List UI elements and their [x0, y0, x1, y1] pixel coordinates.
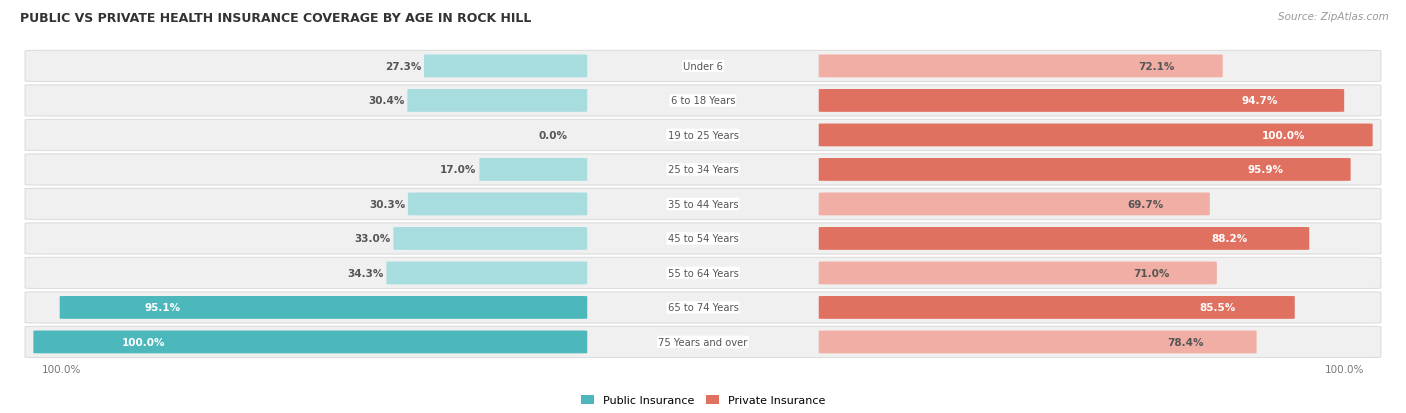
Text: 30.4%: 30.4% [368, 96, 405, 106]
Text: 100.0%: 100.0% [1263, 131, 1306, 140]
FancyBboxPatch shape [25, 120, 1381, 151]
Text: 95.1%: 95.1% [145, 303, 181, 313]
FancyBboxPatch shape [818, 124, 1372, 147]
FancyBboxPatch shape [25, 258, 1381, 289]
FancyBboxPatch shape [25, 154, 1381, 185]
FancyBboxPatch shape [479, 159, 588, 181]
Text: 100.0%: 100.0% [1324, 364, 1364, 375]
Text: 17.0%: 17.0% [440, 165, 477, 175]
FancyBboxPatch shape [59, 296, 588, 319]
Text: 69.7%: 69.7% [1128, 199, 1164, 209]
FancyBboxPatch shape [818, 331, 1257, 354]
Text: 34.3%: 34.3% [347, 268, 384, 278]
Text: 72.1%: 72.1% [1137, 62, 1174, 72]
Text: 100.0%: 100.0% [42, 364, 82, 375]
FancyBboxPatch shape [25, 327, 1381, 358]
FancyBboxPatch shape [394, 228, 588, 250]
Text: 25 to 34 Years: 25 to 34 Years [668, 165, 738, 175]
Text: 88.2%: 88.2% [1212, 234, 1249, 244]
FancyBboxPatch shape [425, 55, 588, 78]
Text: 95.9%: 95.9% [1247, 165, 1284, 175]
FancyBboxPatch shape [34, 331, 588, 354]
FancyBboxPatch shape [387, 262, 588, 285]
Legend: Public Insurance, Private Insurance: Public Insurance, Private Insurance [576, 390, 830, 410]
Text: Source: ZipAtlas.com: Source: ZipAtlas.com [1278, 12, 1389, 22]
Text: 65 to 74 Years: 65 to 74 Years [668, 303, 738, 313]
Text: 33.0%: 33.0% [354, 234, 391, 244]
FancyBboxPatch shape [25, 223, 1381, 254]
Text: 75 Years and over: 75 Years and over [658, 337, 748, 347]
FancyBboxPatch shape [818, 262, 1216, 285]
Text: 78.4%: 78.4% [1167, 337, 1204, 347]
Text: 55 to 64 Years: 55 to 64 Years [668, 268, 738, 278]
Text: 94.7%: 94.7% [1241, 96, 1278, 106]
Text: 35 to 44 Years: 35 to 44 Years [668, 199, 738, 209]
FancyBboxPatch shape [25, 292, 1381, 323]
Text: 30.3%: 30.3% [368, 199, 405, 209]
Text: Under 6: Under 6 [683, 62, 723, 72]
FancyBboxPatch shape [25, 51, 1381, 82]
FancyBboxPatch shape [818, 90, 1344, 113]
FancyBboxPatch shape [408, 193, 588, 216]
Text: 100.0%: 100.0% [122, 337, 166, 347]
FancyBboxPatch shape [818, 159, 1351, 181]
Text: 45 to 54 Years: 45 to 54 Years [668, 234, 738, 244]
Text: 71.0%: 71.0% [1133, 268, 1170, 278]
FancyBboxPatch shape [25, 189, 1381, 220]
Text: 85.5%: 85.5% [1199, 303, 1236, 313]
FancyBboxPatch shape [818, 296, 1295, 319]
Text: 0.0%: 0.0% [538, 131, 568, 140]
Text: PUBLIC VS PRIVATE HEALTH INSURANCE COVERAGE BY AGE IN ROCK HILL: PUBLIC VS PRIVATE HEALTH INSURANCE COVER… [20, 12, 531, 25]
FancyBboxPatch shape [818, 193, 1209, 216]
Text: 27.3%: 27.3% [385, 62, 422, 72]
Text: 19 to 25 Years: 19 to 25 Years [668, 131, 738, 140]
FancyBboxPatch shape [408, 90, 588, 113]
FancyBboxPatch shape [25, 85, 1381, 117]
Text: 6 to 18 Years: 6 to 18 Years [671, 96, 735, 106]
FancyBboxPatch shape [818, 228, 1309, 250]
FancyBboxPatch shape [818, 55, 1223, 78]
